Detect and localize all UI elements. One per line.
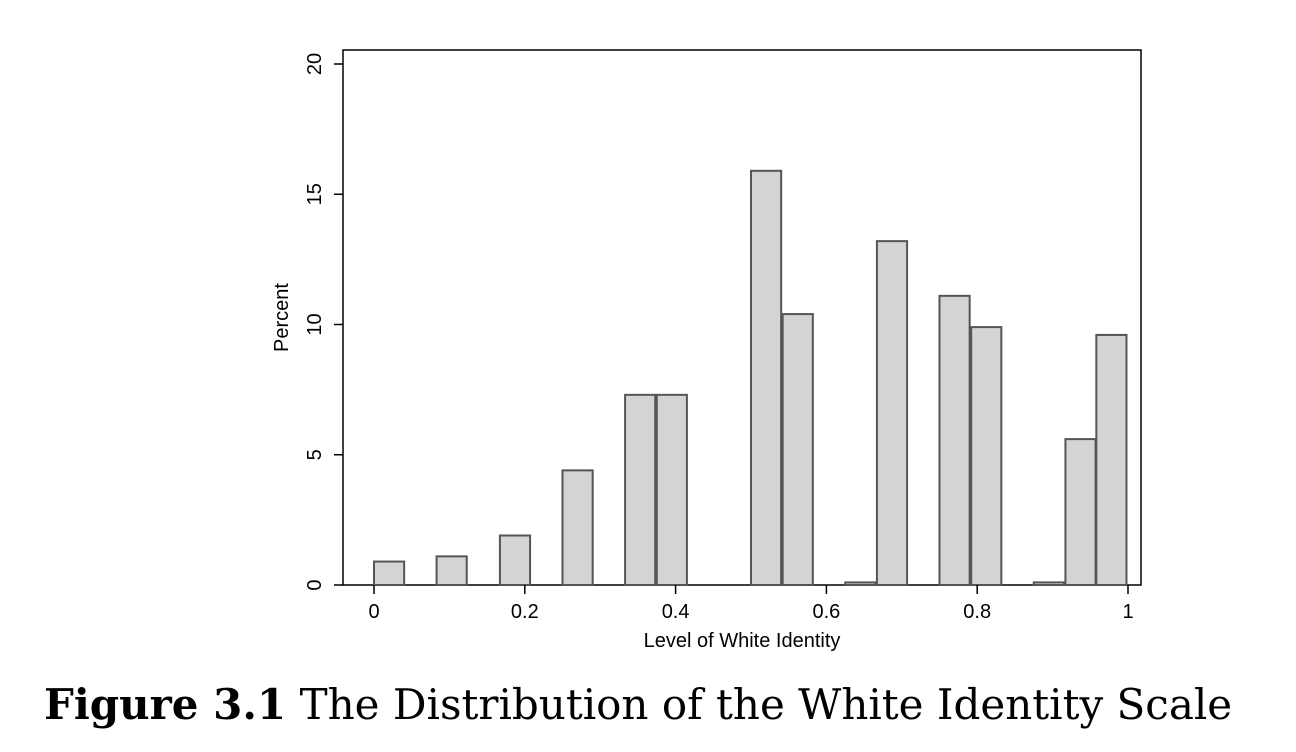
- y-axis: 0 5 10 15 20: [304, 53, 343, 591]
- histogram-bar: [1032, 581, 1065, 587]
- x-tick-label: 0.4: [662, 601, 690, 623]
- histogram-bar: [435, 555, 468, 586]
- histogram-bar: [844, 581, 877, 587]
- histogram-chart: 0 0.2 0.4 0.6 0.8 1 0 5 10 15 20 Level of White I…: [271, 49, 1142, 652]
- x-tick-label: 0: [368, 601, 379, 623]
- histogram-bar: [498, 534, 532, 587]
- y-tick-label: 10: [304, 313, 326, 335]
- plot-frame: [342, 49, 1142, 586]
- y-tick-label: 0: [304, 579, 326, 590]
- x-axis: 0 0.2 0.4 0.6 0.8 1: [368, 585, 1134, 623]
- bars-group: [373, 169, 1128, 587]
- figure-caption-label: Figure 3.1: [44, 680, 287, 729]
- x-tick-label: 0.8: [963, 601, 991, 623]
- y-axis-label: Percent: [271, 283, 293, 352]
- x-tick-label: 1: [1122, 601, 1133, 623]
- y-tick-label: 5: [304, 449, 326, 460]
- figure-caption-text: The Distribution of the White Identity S…: [299, 680, 1233, 729]
- histogram-bar: [655, 393, 688, 586]
- histogram-bar: [970, 326, 1003, 586]
- x-tick-label: 0.2: [511, 601, 539, 623]
- x-axis-label: Level of White Identity: [644, 630, 841, 652]
- y-tick-label: 15: [304, 183, 326, 205]
- histogram-bar: [561, 469, 594, 587]
- figure-caption: Figure 3.1 The Distribution of the White…: [44, 684, 1284, 726]
- histogram-bar: [750, 169, 783, 586]
- x-tick-label: 0.6: [812, 601, 840, 623]
- histogram-bar: [875, 240, 909, 586]
- histogram-bar: [938, 294, 971, 586]
- histogram-bar: [1064, 438, 1097, 586]
- histogram-bar: [1095, 333, 1128, 587]
- y-tick-label: 20: [304, 53, 326, 75]
- histogram-bar: [781, 313, 814, 586]
- histogram-bar: [373, 560, 406, 586]
- histogram-bar: [624, 393, 657, 586]
